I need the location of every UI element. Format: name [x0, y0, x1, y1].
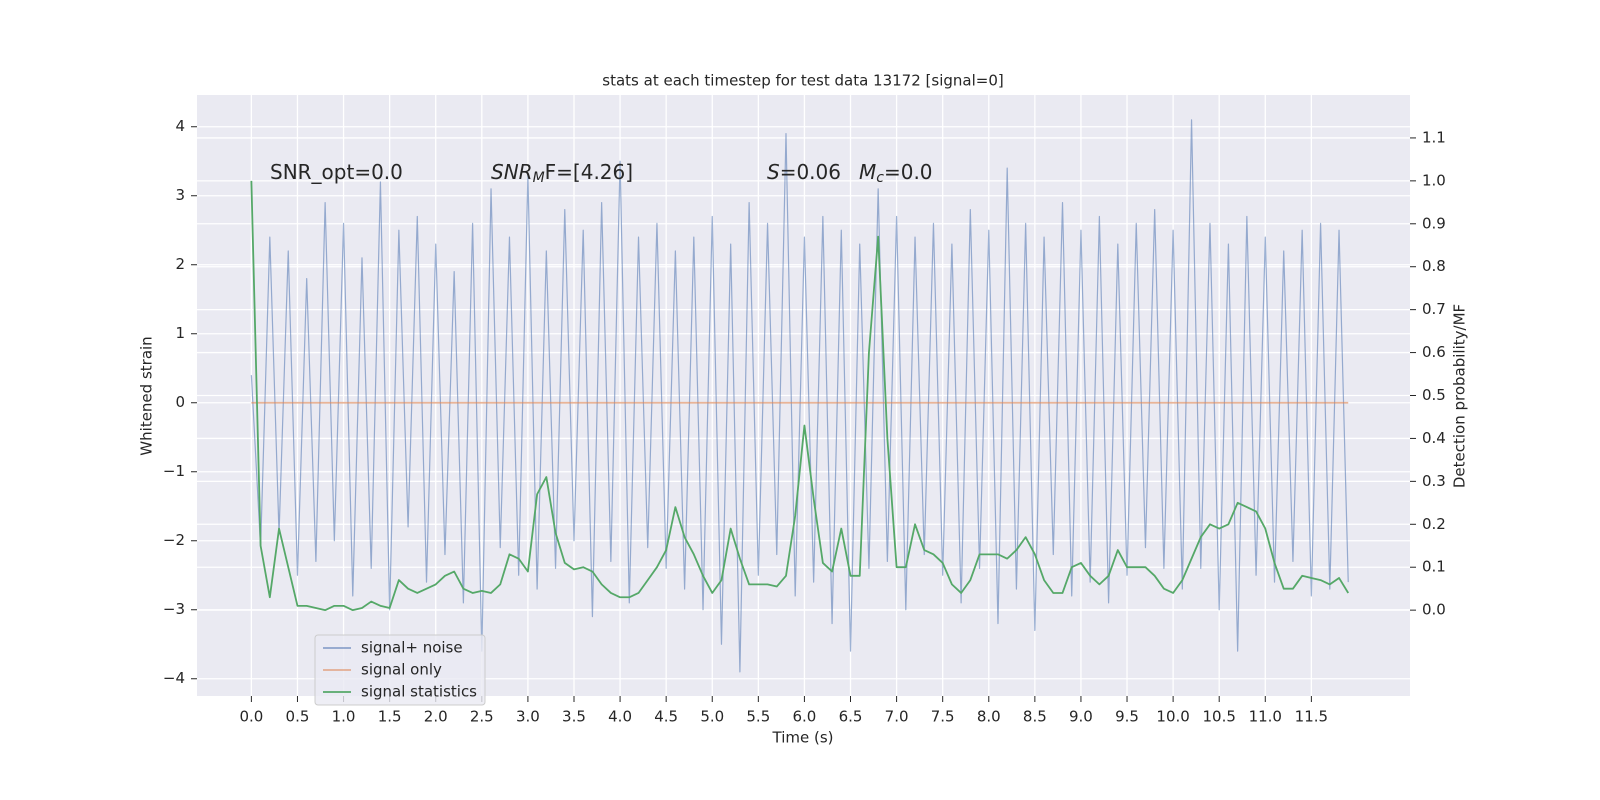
- y2-tick-label: 0.8: [1422, 257, 1446, 275]
- y-tick-label: −3: [163, 600, 185, 618]
- y-tick-label: −1: [163, 462, 185, 480]
- x-tick-label: 2.5: [470, 708, 494, 726]
- y2-tick-label: 0.9: [1422, 214, 1446, 232]
- annotation-text: SNR_opt=0.0: [270, 160, 403, 184]
- x-tick-label: 6.0: [792, 708, 816, 726]
- annotation-sub: M: [533, 170, 545, 186]
- y-tick-label: 2: [175, 255, 185, 273]
- x-tick-label: 0.0: [239, 708, 263, 726]
- y2-tick-label: 0.4: [1422, 429, 1446, 447]
- legend-label: signal statistics: [361, 683, 477, 701]
- y2-tick-label: 0.3: [1422, 472, 1446, 490]
- legend-box: [314, 634, 486, 706]
- x-tick-label: 11.5: [1295, 708, 1328, 726]
- x-tick-label: 7.0: [885, 708, 909, 726]
- annotation-text: S: [767, 160, 780, 184]
- annotation-sub: c: [876, 170, 884, 186]
- marks: [250, 119, 1350, 673]
- series-line: [250, 119, 1349, 673]
- y2-tick-label: 0.7: [1422, 300, 1446, 318]
- x-tick-label: 9.5: [1115, 708, 1139, 726]
- x-tick-label: 8.0: [977, 708, 1001, 726]
- chart-title: stats at each timestep for test data 131…: [602, 72, 1003, 90]
- legend-label: signal+ noise: [361, 639, 463, 657]
- series-line: [250, 180, 1350, 612]
- annotation: SNRMF=[4.26]: [491, 160, 633, 187]
- x-tick-label: 1.0: [332, 708, 356, 726]
- y2-tick-label: 0.5: [1422, 386, 1446, 404]
- y2-tick-label: 0.1: [1422, 558, 1446, 576]
- x-tick-label: 4.5: [654, 708, 678, 726]
- x-tick-label: 10.0: [1156, 708, 1189, 726]
- annotation-rest: =0.06: [780, 160, 841, 184]
- annotation-text: M: [859, 160, 876, 184]
- x-tick-label: 10.5: [1202, 708, 1235, 726]
- x-tick-label: 3.0: [516, 708, 540, 726]
- annotation-rest: F=[4.26]: [545, 160, 633, 184]
- x-tick-label: 2.0: [424, 708, 448, 726]
- x-tick-label: 11.0: [1249, 708, 1282, 726]
- y2-tick-label: 1.0: [1422, 171, 1446, 189]
- x-tick-label: 7.5: [931, 708, 955, 726]
- y2-axis-label: Detection probability/MF: [1451, 304, 1469, 488]
- grid: [197, 95, 1410, 696]
- y-tick-label: −2: [163, 531, 185, 549]
- x-tick-label: 5.0: [700, 708, 724, 726]
- y-tick-label: 4: [175, 117, 185, 135]
- y2-tick-label: 0.0: [1422, 601, 1446, 619]
- x-tick-label: 1.5: [378, 708, 402, 726]
- y2-tick-label: 0.6: [1422, 343, 1446, 361]
- y2-tick-label: 1.1: [1422, 128, 1446, 146]
- annotation: Mc=0.0: [859, 160, 933, 187]
- annotation-text: SNR: [491, 160, 533, 184]
- y-tick-label: 0: [175, 393, 185, 411]
- legend-label: signal only: [361, 661, 442, 679]
- y2-tick-label: 0.2: [1422, 515, 1446, 533]
- annotation-rest: =0.0: [884, 160, 933, 184]
- x-tick-label: 8.5: [1023, 708, 1047, 726]
- annotation: SNR_opt=0.0: [270, 160, 403, 184]
- y-tick-label: −4: [163, 669, 185, 687]
- y-tick-label: 3: [175, 186, 185, 204]
- y-tick-label: 1: [175, 324, 185, 342]
- x-tick-label: 6.5: [839, 708, 863, 726]
- x-tick-label: 9.0: [1069, 708, 1093, 726]
- x-tick-label: 3.5: [562, 708, 586, 726]
- y-axis-label: Whitened strain: [138, 336, 156, 455]
- x-tick-label: 0.5: [286, 708, 310, 726]
- annotation: S=0.06: [767, 160, 841, 184]
- x-tick-label: 5.5: [746, 708, 770, 726]
- x-axis-label: Time (s): [772, 729, 834, 747]
- x-tick-label: 4.0: [608, 708, 632, 726]
